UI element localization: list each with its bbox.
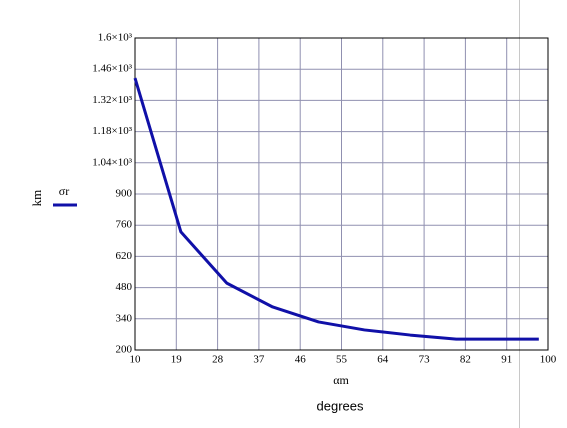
x-tick-label: 91: [501, 354, 512, 366]
y-tick-label: 1.18×10³: [92, 125, 132, 137]
y-axis-label: km: [29, 190, 44, 207]
x-tick-label: 28: [212, 354, 224, 366]
y-tick-label: 1.32×10³: [92, 94, 132, 106]
y-tick-label: 1.6×10³: [98, 32, 133, 44]
x-tick-label: 100: [540, 354, 557, 366]
y-tick-label: 620: [116, 250, 133, 262]
x-tick-label: 46: [295, 354, 307, 366]
x-tick-label: 19: [171, 354, 183, 366]
x-tick-label: 82: [460, 354, 471, 366]
x-unit-label: degrees: [317, 398, 364, 413]
x-tick-label: 37: [253, 354, 265, 366]
x-tick-label: 55: [336, 354, 348, 366]
y-tick-label: 480: [116, 281, 133, 293]
plot-frame: [134, 37, 549, 351]
y-tick-label: 1.04×10³: [92, 156, 132, 168]
x-axis-label: αm: [333, 373, 349, 387]
y-tick-label: 340: [116, 312, 133, 324]
x-tick-label: 64: [377, 354, 389, 366]
y-tick-label: 760: [116, 219, 133, 231]
legend-label: σr: [59, 184, 69, 198]
y-tick-label: 200: [116, 344, 133, 356]
x-tick-label: 10: [130, 354, 142, 366]
data-line: [133, 77, 539, 341]
y-tick-label: 1.46×10³: [92, 63, 132, 75]
x-tick-label: 73: [419, 354, 431, 366]
y-tick-label: 900: [116, 188, 133, 200]
